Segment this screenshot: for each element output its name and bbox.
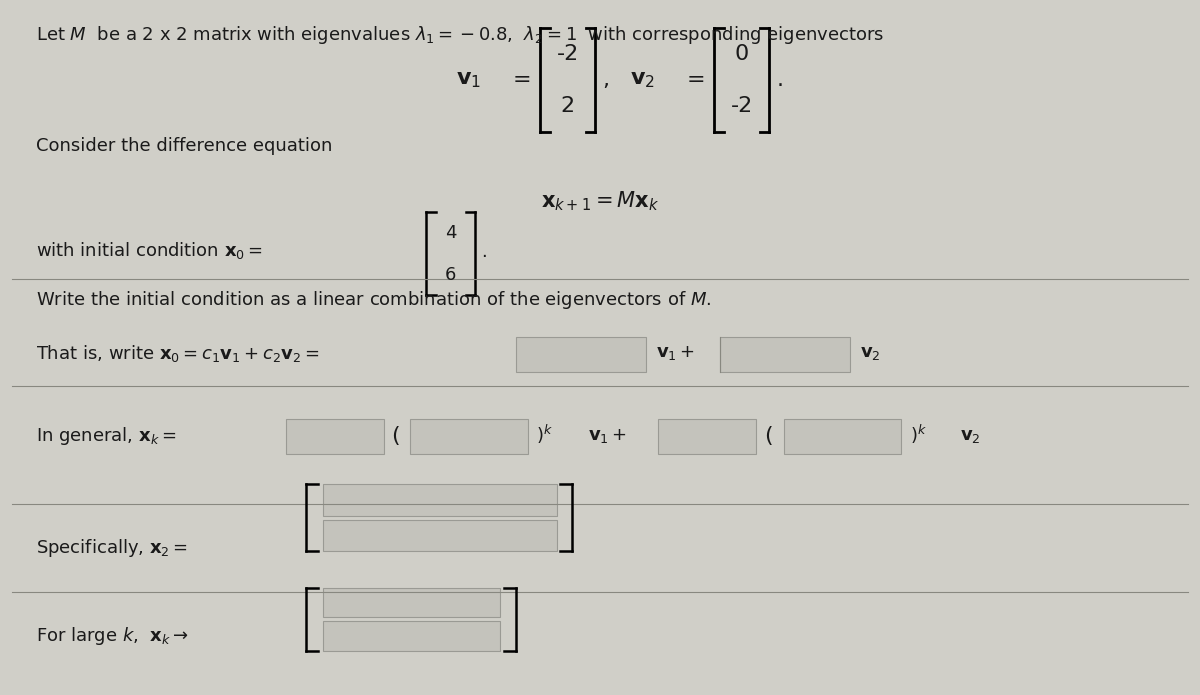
FancyBboxPatch shape [323,588,500,617]
Text: $\mathbf{v}_1$: $\mathbf{v}_1$ [456,70,481,90]
Text: $\mathbf{v}_2$: $\mathbf{v}_2$ [960,427,980,445]
Text: .: . [481,243,487,261]
Text: Consider the difference equation: Consider the difference equation [36,137,332,155]
FancyBboxPatch shape [720,337,850,372]
FancyBboxPatch shape [323,484,557,516]
FancyBboxPatch shape [784,419,901,454]
FancyBboxPatch shape [286,419,384,454]
Text: 6: 6 [445,265,456,284]
Text: For large $k$,  $\mathbf{x}_k \rightarrow$: For large $k$, $\mathbf{x}_k \rightarrow… [36,625,188,647]
Text: $)^k$: $)^k$ [910,423,926,446]
Text: $\mathbf{v}_2$: $\mathbf{v}_2$ [630,70,655,90]
FancyBboxPatch shape [658,419,756,454]
Text: .: . [776,70,784,90]
Text: -2: -2 [557,44,578,64]
Text: In general, $\mathbf{x}_k =$: In general, $\mathbf{x}_k =$ [36,425,176,448]
FancyBboxPatch shape [516,337,646,372]
Text: $\mathbf{x}_{k+1} = M\mathbf{x}_k$: $\mathbf{x}_{k+1} = M\mathbf{x}_k$ [541,190,659,213]
Text: =: = [686,70,706,90]
FancyBboxPatch shape [323,621,500,651]
Text: (: ( [391,427,400,446]
Text: 2: 2 [560,96,575,116]
FancyBboxPatch shape [410,419,528,454]
Text: $\mathbf{v}_1+$: $\mathbf{v}_1+$ [656,344,696,362]
FancyBboxPatch shape [323,520,557,551]
Text: =: = [512,70,532,90]
Text: $)^k$: $)^k$ [536,423,553,446]
Text: with initial condition $\mathbf{x}_0 =$: with initial condition $\mathbf{x}_0 =$ [36,240,263,261]
Text: -2: -2 [731,96,752,116]
Text: That is, write $\mathbf{x}_0 = c_1\mathbf{v}_1 + c_2\mathbf{v}_2 =$: That is, write $\mathbf{x}_0 = c_1\mathb… [36,343,320,363]
Text: 4: 4 [445,224,456,242]
Text: ,: , [602,70,610,90]
Text: (: ( [764,427,773,446]
Text: $\mathbf{v}_1+$: $\mathbf{v}_1+$ [588,427,628,445]
Text: $\mathbf{v}_2$: $\mathbf{v}_2$ [860,344,881,362]
Text: 0: 0 [734,44,749,64]
Text: Specifically, $\mathbf{x}_2 =$: Specifically, $\mathbf{x}_2 =$ [36,537,188,559]
Text: Let $M$  be a 2 x 2 matrix with eigenvalues $\lambda_1 = -0.8$,  $\lambda_2 = 1$: Let $M$ be a 2 x 2 matrix with eigenvalu… [36,24,884,47]
Text: Write the initial condition as a linear combination of the eigenvectors of $M$.: Write the initial condition as a linear … [36,289,712,311]
